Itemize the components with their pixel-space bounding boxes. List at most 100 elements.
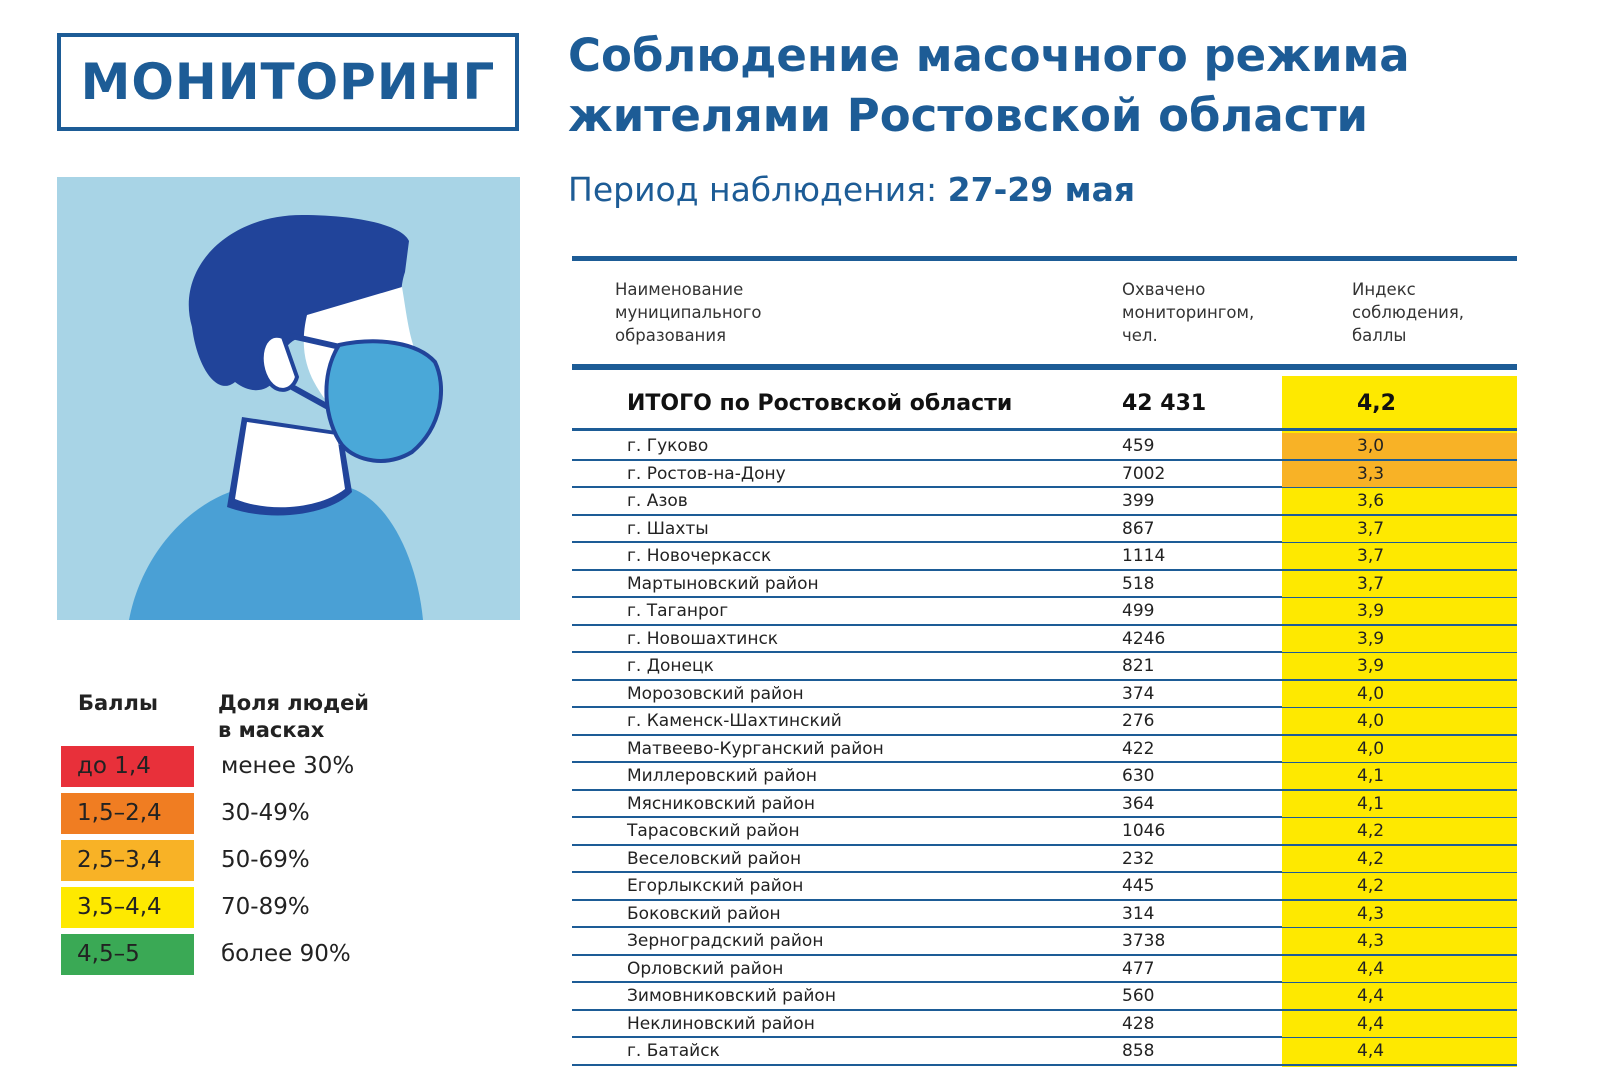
compliance-index: 4,0 xyxy=(1282,680,1517,707)
legend-item: 2,5–3,4 50-69% xyxy=(61,840,461,881)
covered-count: 858 xyxy=(1122,1041,1155,1061)
compliance-index: 4,2 xyxy=(1282,873,1517,899)
total-covered: 42 431 xyxy=(1122,391,1207,416)
legend-share: 50-69% xyxy=(221,847,310,873)
municipality-name: Тарасовский район xyxy=(627,821,800,841)
column-header-line: образования xyxy=(615,326,726,345)
covered-count: 499 xyxy=(1122,601,1155,621)
title-line-1: Соблюдение масочного режима xyxy=(568,29,1410,82)
compliance-index: 4,2 xyxy=(1282,845,1517,872)
table-row: г. Батайск 858 4,4 xyxy=(572,1038,1517,1066)
compliance-table: Наименование муниципального образования … xyxy=(572,256,1517,1067)
legend-swatch: 1,5–2,4 xyxy=(61,793,194,834)
column-header-index: Индекс соблюдения, баллы xyxy=(1352,278,1464,347)
total-name: ИТОГО по Ростовской области xyxy=(627,391,1013,416)
table-row: Матвеево-Курганский район 422 4,0 xyxy=(572,735,1517,763)
table-top-rule xyxy=(572,256,1517,261)
column-header-line: баллы xyxy=(1352,326,1407,345)
face-mask-shape xyxy=(324,339,443,463)
column-header-line: соблюдения, xyxy=(1352,303,1465,322)
page-title: Соблюдение масочного режима жителями Рос… xyxy=(568,26,1578,146)
compliance-index: 4,0 xyxy=(1282,735,1517,762)
total-row: ИТОГО по Ростовской области 42 431 4,2 xyxy=(572,376,1517,432)
table-row: Боковский район 314 4,3 xyxy=(572,900,1517,928)
ear-shape xyxy=(259,333,300,392)
municipality-name: Мартыновский район xyxy=(627,573,819,594)
table-row: г. Новочеркасск 1114 3,7 xyxy=(572,543,1517,571)
compliance-index: 4,2 xyxy=(1282,818,1517,844)
municipality-name: Зимовниковский район xyxy=(627,986,836,1006)
compliance-index: 4,4 xyxy=(1282,983,1517,1009)
table-row: г. Ростов-на-Дону 7002 3,3 xyxy=(572,460,1517,488)
table-row: г. Гуково 459 3,0 xyxy=(572,433,1517,461)
compliance-index: 4,4 xyxy=(1282,955,1517,982)
covered-count: 3738 xyxy=(1122,931,1166,951)
compliance-index: 3,7 xyxy=(1282,543,1517,569)
municipality-name: г. Новочеркасск xyxy=(627,546,772,566)
compliance-index: 4,0 xyxy=(1282,708,1517,734)
municipality-name: г. Ростов-на-Дону xyxy=(627,463,786,484)
municipality-name: Боковский район xyxy=(627,903,781,924)
municipality-name: г. Азов xyxy=(627,491,688,511)
legend-swatch: 2,5–3,4 xyxy=(61,840,194,881)
municipality-name: г. Донецк xyxy=(627,656,714,676)
compliance-index: 3,7 xyxy=(1282,515,1517,542)
monitoring-badge: МОНИТОРИНГ xyxy=(57,33,519,131)
municipality-name: г. Каменск-Шахтинский xyxy=(627,711,842,731)
covered-count: 445 xyxy=(1122,876,1155,896)
covered-count: 276 xyxy=(1122,711,1155,731)
table-row: Тарасовский район 1046 4,2 xyxy=(572,818,1517,846)
table-row: Егорлыкский район 445 4,2 xyxy=(572,873,1517,901)
shirt-shape xyxy=(129,487,423,620)
legend-share-header: Доля людей в масках xyxy=(218,690,369,744)
covered-count: 7002 xyxy=(1122,463,1166,484)
covered-count: 821 xyxy=(1122,656,1155,676)
covered-count: 630 xyxy=(1122,766,1155,786)
table-body: г. Гуково 459 3,0 г. Ростов-на-Дону 7002 3,3 г… xyxy=(572,433,1517,1066)
legend-share: 30-49% xyxy=(221,800,310,826)
municipality-name: Морозовский район xyxy=(627,683,804,704)
column-header-municipality: Наименование муниципального образования xyxy=(615,278,762,347)
compliance-index: 3,9 xyxy=(1282,598,1517,624)
table-row: г. Новошахтинск 4246 3,9 xyxy=(572,625,1517,653)
covered-count: 399 xyxy=(1122,491,1155,511)
compliance-index: 4,1 xyxy=(1282,763,1517,789)
legend-share: более 90% xyxy=(221,941,351,967)
table-row: Веселовский район 232 4,2 xyxy=(572,845,1517,873)
legend-item: до 1,4 менее 30% xyxy=(61,746,461,787)
covered-count: 364 xyxy=(1122,793,1155,814)
column-header-line: муниципального xyxy=(615,303,762,322)
legend-item: 3,5–4,4 70-89% xyxy=(61,887,461,928)
compliance-index: 3,0 xyxy=(1282,433,1517,459)
compliance-index: 3,3 xyxy=(1282,460,1517,487)
table-row: г. Донецк 821 3,9 xyxy=(572,653,1517,681)
table-row: г. Азов 399 3,6 xyxy=(572,488,1517,516)
masked-person-illustration xyxy=(57,177,520,620)
table-row: Мартыновский район 518 3,7 xyxy=(572,570,1517,598)
header-bottom-rule xyxy=(572,364,1517,370)
legend-swatch: 4,5–5 xyxy=(61,934,194,975)
compliance-index: 4,4 xyxy=(1282,1038,1517,1064)
covered-count: 1046 xyxy=(1122,821,1166,841)
table-row: Мясниковский район 364 4,1 xyxy=(572,790,1517,818)
table-row: Неклиновский район 428 4,4 xyxy=(572,1010,1517,1038)
covered-count: 374 xyxy=(1122,683,1155,704)
table-row: г. Каменск-Шахтинский 276 4,0 xyxy=(572,708,1517,736)
municipality-name: Егорлыкский район xyxy=(627,876,804,896)
covered-count: 232 xyxy=(1122,848,1155,869)
compliance-index: 4,4 xyxy=(1282,1010,1517,1037)
municipality-name: Неклиновский район xyxy=(627,1013,815,1034)
table-row: Миллеровский район 630 4,1 xyxy=(572,763,1517,791)
table-row: г. Шахты 867 3,7 xyxy=(572,515,1517,543)
municipality-name: Зерноградский район xyxy=(627,931,824,951)
legend-swatch: 3,5–4,4 xyxy=(61,887,194,928)
legend-swatch: до 1,4 xyxy=(61,746,194,787)
period-label: Период наблюдения: xyxy=(568,170,938,209)
total-bottom-rule xyxy=(572,428,1517,431)
municipality-name: Мясниковский район xyxy=(627,793,815,814)
compliance-index: 4,3 xyxy=(1282,928,1517,954)
compliance-index: 3,7 xyxy=(1282,570,1517,597)
covered-count: 422 xyxy=(1122,738,1155,759)
column-header-line: мониторингом, xyxy=(1122,303,1255,322)
legend-share-header-line-2: в масках xyxy=(218,718,325,742)
